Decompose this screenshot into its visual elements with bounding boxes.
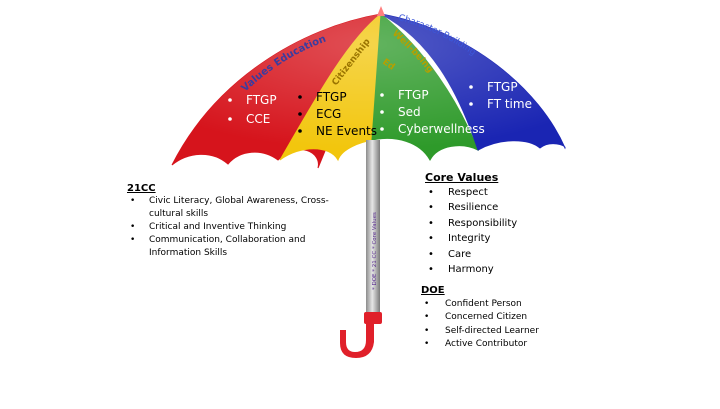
- handle-collar: [364, 312, 382, 324]
- doe-item: Self-directed Learner: [421, 325, 581, 339]
- panel-bullet-dot: [298, 95, 302, 99]
- panel-bullet-dot: [380, 110, 384, 114]
- panel-item-label: FTGP: [398, 88, 429, 102]
- shaft-label: * DOE * 21 CC * Core Values: [372, 212, 378, 290]
- panel-bullet-dot: [469, 85, 473, 89]
- panel-item-label: CCE: [246, 112, 270, 126]
- panel-item-label: Cyberwellness: [398, 122, 485, 136]
- panel-item-label: Sed: [398, 105, 421, 119]
- cc21-section: 21CC Civic Literacy, Global Awareness, C…: [127, 182, 342, 260]
- doe-item: Confident Person: [421, 298, 581, 312]
- panel-bullet-dot: [228, 117, 232, 121]
- doe-title: DOE: [421, 285, 445, 296]
- cc21-list: Civic Literacy, Global Awareness, Cross-…: [127, 195, 342, 260]
- cc21-item: Critical and Inventive Thinking: [127, 221, 342, 234]
- core-values-list: Respect Resilience Responsibility Integr…: [425, 185, 565, 278]
- core-values-title: Core Values: [425, 171, 499, 184]
- umbrella-tip: [377, 6, 385, 16]
- panel-item-label: FT time: [487, 97, 532, 111]
- panel-bullet-dot: [380, 93, 384, 97]
- cc21-title: 21CC: [127, 183, 156, 194]
- doe-item: Concerned Citizen: [421, 311, 581, 325]
- panel-bullet-dot: [228, 98, 232, 102]
- panel-item-label: FTGP: [246, 93, 277, 107]
- core-value-item: Harmony: [425, 262, 565, 278]
- doe-item: Active Contributor: [421, 338, 581, 352]
- doe-section: DOE Confident Person Concerned Citizen S…: [421, 285, 581, 351]
- umbrella-shaft: [366, 140, 380, 322]
- panel-bullet-dot: [298, 129, 302, 133]
- panel-bullet-dot: [380, 127, 384, 131]
- panel-item-label: FTGP: [316, 90, 347, 104]
- core-value-item: Care: [425, 247, 565, 263]
- umbrella-handle: [340, 322, 374, 358]
- canopy-sheen: [172, 14, 565, 165]
- panel-item-label: ECG: [316, 107, 341, 121]
- cc21-item: Civic Literacy, Global Awareness, Cross-…: [127, 195, 342, 221]
- panel-bullet-dot: [298, 112, 302, 116]
- core-value-item: Respect: [425, 185, 565, 201]
- core-values-section: Core Values Respect Resilience Responsib…: [425, 171, 565, 278]
- cc21-item: Communication, Collaboration and Informa…: [127, 234, 342, 260]
- panel-item-label: NE Events: [316, 124, 377, 138]
- core-value-item: Resilience: [425, 200, 565, 216]
- panel-bullet-dot: [469, 102, 473, 106]
- doe-list: Confident Person Concerned Citizen Self-…: [421, 298, 581, 351]
- panel-item-lists: FTGP CCE FTGP ECG NE Events FTGP Sed Cyberwelln…: [228, 80, 532, 138]
- core-value-item: Responsibility: [425, 216, 565, 232]
- core-value-item: Integrity: [425, 231, 565, 247]
- panel-item-label: FTGP: [487, 80, 518, 94]
